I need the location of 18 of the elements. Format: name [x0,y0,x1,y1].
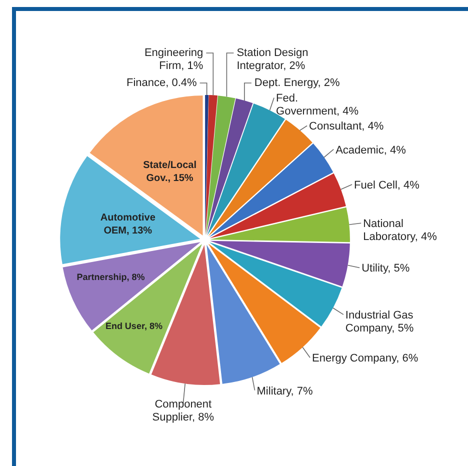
slice-label: National Laboratory, 4% [363,218,438,244]
slice-label: Military, 7% [256,385,314,398]
slice-label: Partnership, 8% [76,272,145,282]
slice-label: End User, 8% [105,320,162,331]
slice-label: State/Local Gov., 15% [143,160,197,184]
slice-label: Station Design Integrator, 2% [236,47,308,72]
slice-label: Finance, 0.4% [126,77,198,89]
slice-label: Industrial Gas Company, 5% [345,310,414,335]
slice-label: Automotive OEM, 13% [100,212,156,237]
slice-label: Consultant, 4% [309,120,384,133]
slice-label: Dept. Energy, 2% [254,77,340,89]
slice-label: Energy Company, 6% [312,352,418,365]
slice-label: Utility, 5% [362,262,410,275]
slice-label: Fuel Cell, 4% [354,179,420,192]
slice-label: Fed. Government, 4% [276,92,359,118]
slice-label: Component Supplier, 8% [152,398,214,424]
slice-label: Academic, 4% [336,144,406,156]
slice-label: Engineering Firm, 1% [144,47,204,72]
